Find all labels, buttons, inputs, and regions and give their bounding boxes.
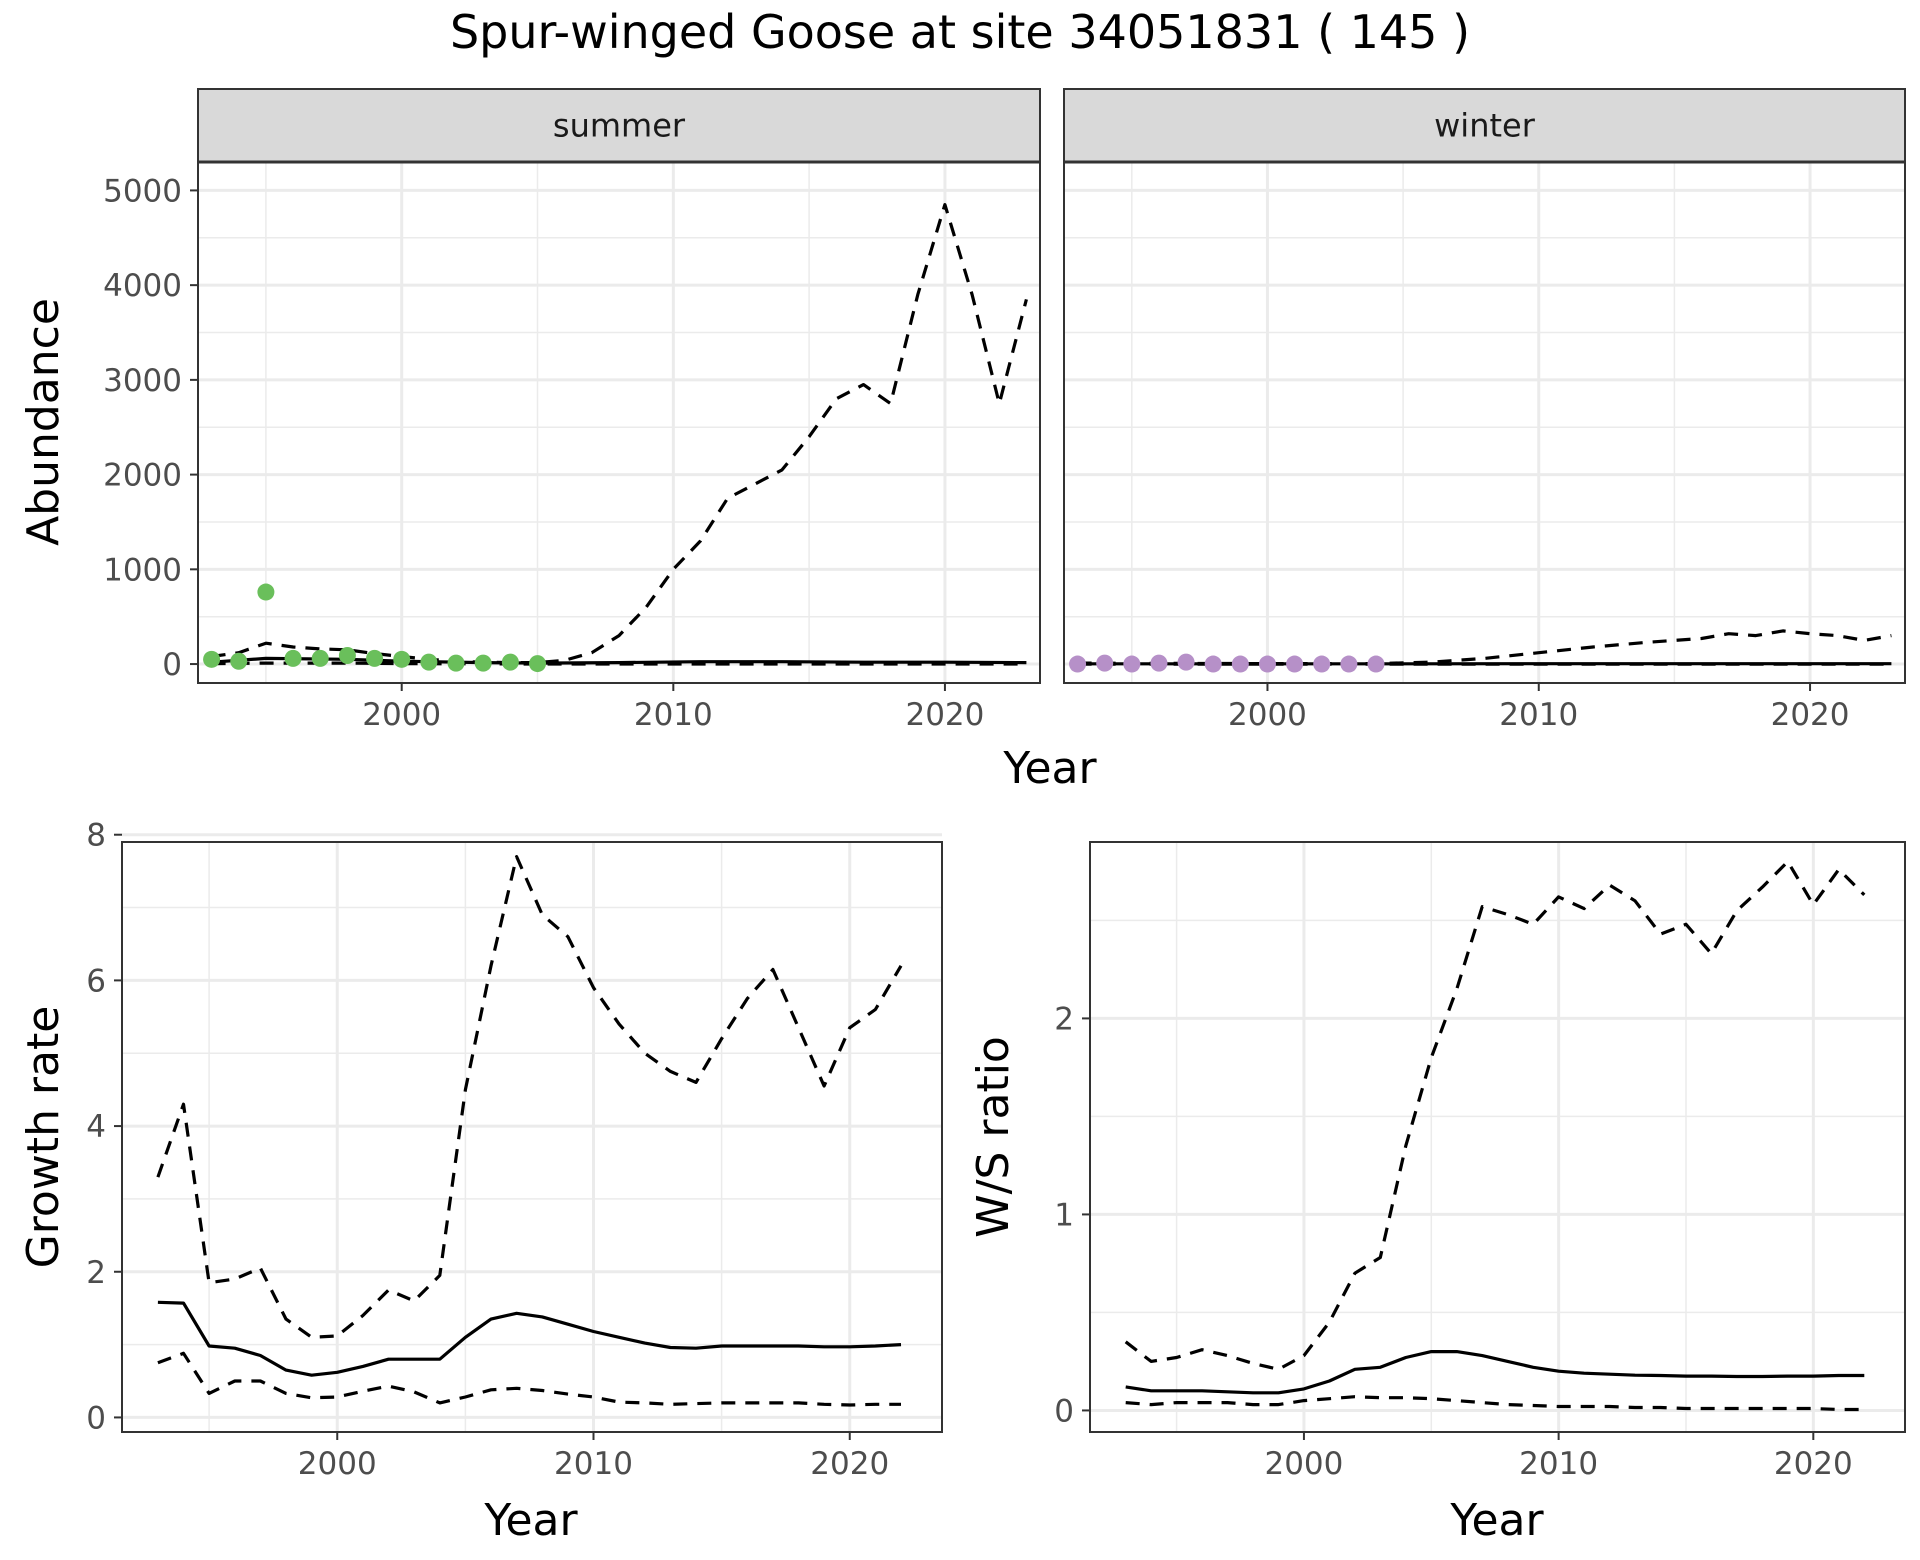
x-tick-label: 2020 (905, 697, 984, 733)
dashed-series-line (211, 203, 1028, 665)
chart-title: Spur-winged Goose at site 34051831 ( 145… (450, 5, 1470, 59)
growth-rate-panel: 2000 2010 2020 0 2 4 6 8 Growth rate Year (18, 818, 943, 1546)
observation-point (1150, 654, 1168, 672)
plot-background (1064, 162, 1905, 683)
observation-point (447, 654, 465, 672)
x-tick-label: 2000 (1264, 1446, 1343, 1482)
observation-point (1258, 655, 1276, 673)
facet-strip (1063, 88, 1906, 163)
panel-border (121, 841, 943, 1433)
y-tick-label: 5000 (103, 173, 182, 209)
facet-strip (197, 88, 1041, 163)
observation-point (393, 650, 411, 668)
facet-strip-label: winter (1434, 107, 1536, 145)
y-tick-label: 2000 (103, 458, 182, 494)
y-axis-title: Growth rate (18, 1006, 69, 1269)
y-tick-label: 3000 (103, 363, 182, 399)
dashed-series-line (1124, 860, 1866, 1371)
y-tick-label: 4000 (103, 268, 182, 304)
observation-point (1096, 654, 1114, 672)
plot-background (1090, 842, 1905, 1432)
observation-point (1286, 655, 1304, 673)
observation-point (1069, 655, 1087, 673)
x-tick-label: 2000 (362, 697, 441, 733)
observation-point (311, 649, 329, 667)
y-tick-label: 8 (86, 818, 106, 854)
solid-series-line (157, 1300, 902, 1377)
ws-ratio-panel: 2000 2010 2020 0 1 2 W/S ratio Year (968, 841, 1906, 1546)
y-tick-label: 0 (1054, 1393, 1074, 1429)
observation-point (284, 649, 302, 667)
observation-point (474, 654, 492, 672)
observation-point (1231, 655, 1249, 673)
x-tick-label: 2000 (298, 1446, 377, 1482)
observation-point (1123, 655, 1141, 673)
observation-point (230, 652, 248, 670)
observation-point (1367, 655, 1385, 673)
y-tick-label: 2 (1054, 1001, 1074, 1037)
x-tick-label: 2000 (1228, 697, 1307, 733)
y-tick-label: 0 (162, 647, 182, 683)
observation-point (1177, 653, 1195, 671)
x-axis-title-top: Year (1002, 743, 1097, 794)
y-tick-label: 4 (86, 1109, 106, 1145)
y-tick-label: 0 (86, 1400, 106, 1436)
dashed-series-line (156, 855, 903, 1339)
observation-point (1313, 655, 1331, 673)
dashed-series-line (157, 1351, 901, 1407)
observation-point (203, 650, 221, 668)
x-axis-title: Year (483, 1495, 578, 1546)
panel-border (1089, 841, 1906, 1433)
facet-strip-label: summer (553, 107, 686, 145)
y-tick-label: 1000 (103, 552, 182, 588)
observation-point (529, 655, 547, 673)
y-axis-title: Abundance (18, 298, 69, 546)
plot-background (122, 842, 942, 1432)
y-tick-label: 1 (1054, 1197, 1074, 1233)
dashed-series-line (1125, 1395, 1865, 1412)
x-tick-label: 2010 (634, 697, 713, 733)
summer-panel: summer 2000 2010 2020 0 1000 2000 3000 4000 5000 A… (18, 88, 1041, 733)
winter-panel: winter 2000 2010 2020 (1063, 88, 1906, 733)
x-tick-label: 2010 (1499, 697, 1578, 733)
observation-point (501, 653, 519, 671)
x-tick-label: 2020 (1774, 1446, 1853, 1482)
observation-point (1204, 655, 1222, 673)
observation-point (338, 647, 356, 665)
x-tick-label: 2010 (1519, 1446, 1598, 1482)
x-axis-title: Year (1449, 1495, 1544, 1546)
x-tick-label: 2020 (810, 1446, 889, 1482)
x-tick-label: 2020 (1771, 697, 1850, 733)
y-tick-label: 2 (86, 1255, 106, 1291)
observation-point (420, 653, 438, 671)
plot-background (198, 162, 1040, 683)
y-tick-label: 6 (86, 963, 106, 999)
observation-point (257, 583, 275, 601)
observation-point (366, 649, 384, 667)
solid-series-line (1125, 1350, 1865, 1395)
y-axis-title: W/S ratio (968, 1036, 1019, 1238)
observation-point (1340, 655, 1358, 673)
x-tick-label: 2010 (554, 1446, 633, 1482)
